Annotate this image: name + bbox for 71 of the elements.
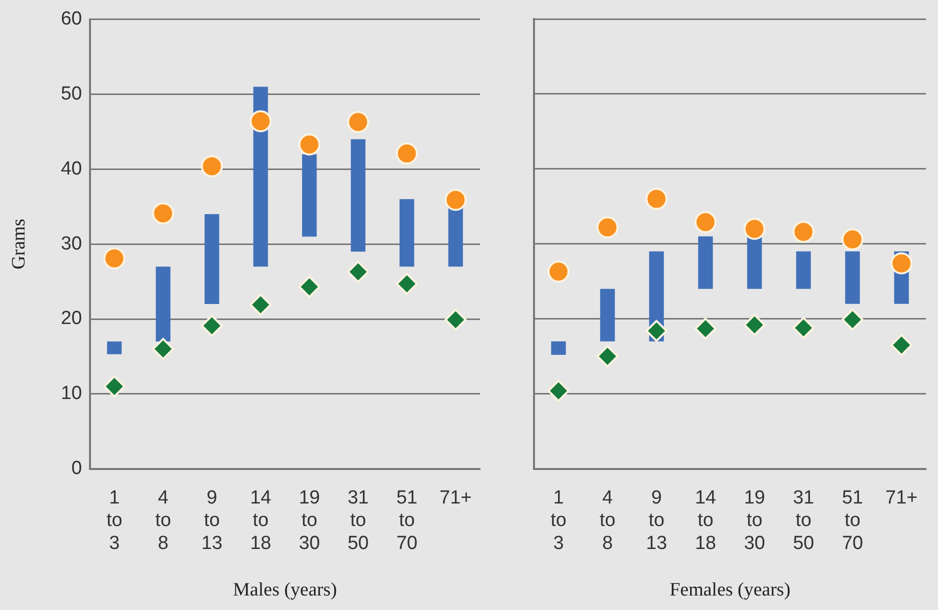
point	[548, 380, 570, 402]
y-tick-label: 60	[60, 8, 82, 30]
x-tick-label: 31 to 50	[792, 487, 814, 554]
bar	[698, 236, 713, 289]
bar	[400, 199, 414, 267]
bar	[350, 139, 366, 252]
point	[152, 202, 174, 224]
x-tick-label: 71+	[885, 487, 918, 508]
point	[298, 133, 320, 156]
bar	[448, 206, 463, 267]
bar	[302, 154, 317, 237]
x-tick-label: 1 to 3	[550, 487, 566, 554]
point	[646, 188, 668, 210]
point	[103, 375, 126, 398]
bar	[107, 341, 122, 354]
x-tick-label: 9 to 13	[201, 487, 222, 554]
x-axis-title: Females (years)	[670, 580, 790, 601]
point	[792, 220, 814, 243]
point	[347, 260, 370, 283]
x-tick-label: 14 to 18	[694, 487, 716, 554]
point	[444, 308, 467, 331]
x-axis-title: Males (years)	[233, 580, 337, 601]
point	[548, 260, 570, 283]
point	[347, 111, 370, 134]
bar	[156, 266, 170, 342]
x-tick-label: 1 to 3	[106, 487, 122, 554]
point	[694, 211, 716, 234]
point	[396, 142, 418, 164]
bar	[747, 236, 762, 289]
point	[396, 272, 418, 295]
point	[596, 216, 618, 238]
x-tick-label: 19 to 30	[298, 487, 320, 554]
point	[694, 318, 716, 340]
point	[890, 252, 912, 274]
y-axis-title: Grams	[8, 218, 30, 270]
y-tick-label: 30	[60, 233, 82, 254]
x-tick-label: 31 to 50	[348, 487, 369, 554]
point	[250, 294, 272, 316]
point	[250, 110, 272, 132]
x-tick-label: 51 to 70	[396, 487, 418, 554]
point	[103, 247, 126, 270]
point	[200, 314, 223, 337]
point	[890, 334, 912, 356]
bar	[600, 288, 615, 342]
x-tick-label: 4 to 8	[600, 487, 616, 554]
point	[298, 276, 320, 298]
x-tick-label: 9 to 13	[646, 487, 668, 554]
point	[842, 228, 864, 250]
point	[646, 320, 668, 342]
point	[444, 188, 467, 211]
point	[596, 345, 618, 368]
y-tick-label: 0	[71, 458, 82, 480]
bar	[204, 214, 220, 304]
point	[152, 338, 174, 360]
x-tick-label: 4 to 8	[155, 487, 172, 554]
point	[744, 314, 766, 336]
bar	[796, 251, 811, 289]
bar	[551, 341, 566, 355]
x-tick-label: 14 to 18	[250, 487, 272, 554]
point	[744, 218, 766, 240]
point	[842, 308, 864, 331]
point	[792, 316, 814, 339]
y-tick-label: 50	[60, 84, 82, 105]
bar	[845, 251, 860, 304]
point	[200, 155, 223, 178]
x-tick-label: 71+	[440, 487, 472, 508]
x-tick-label: 19 to 30	[744, 487, 766, 554]
y-tick-label: 40	[60, 158, 82, 180]
x-tick-label: 51 to 70	[842, 487, 864, 554]
y-tick-label: 10	[60, 383, 82, 404]
y-tick-label: 20	[60, 308, 82, 330]
